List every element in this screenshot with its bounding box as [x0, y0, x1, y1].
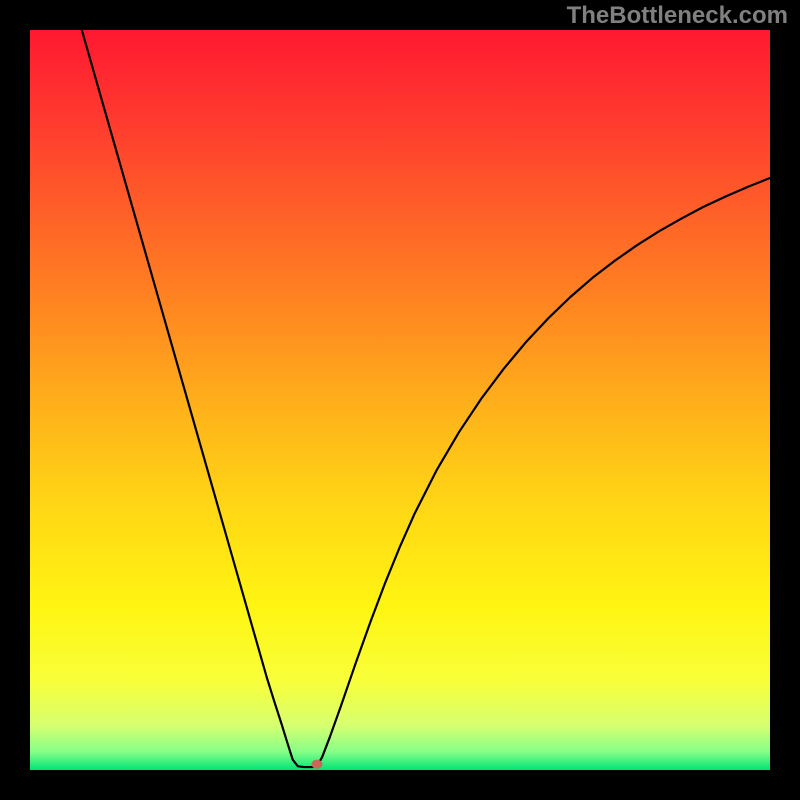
bottleneck-curve [82, 30, 770, 767]
optimum-marker [312, 760, 323, 769]
plot-area [30, 30, 770, 770]
plot-svg [30, 30, 770, 770]
chart-frame: TheBottleneck.com [0, 0, 800, 800]
attribution-text: TheBottleneck.com [567, 2, 788, 30]
